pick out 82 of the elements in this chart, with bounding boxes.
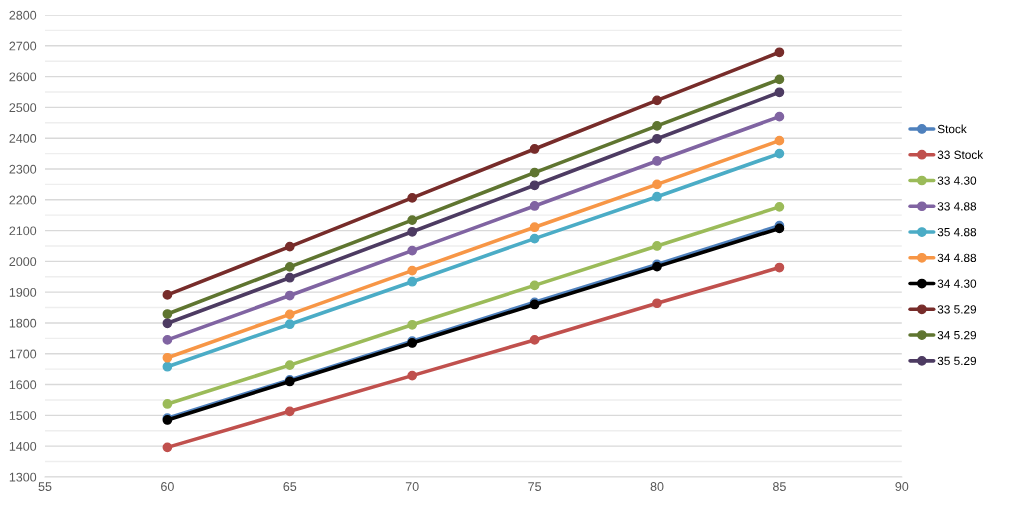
legend-label: 34 5.29: [937, 330, 977, 340]
point: [529, 335, 540, 345]
y-tick-label: 2300: [9, 164, 37, 174]
point: [529, 222, 540, 233]
y-tick-label: 2000: [9, 257, 37, 267]
point: [529, 167, 540, 178]
legend-label: 33 4.30: [937, 176, 977, 185]
point: [407, 276, 418, 287]
point: [652, 133, 662, 144]
x-tick-label: 55: [38, 482, 52, 491]
point: [407, 319, 418, 330]
point: [284, 241, 295, 252]
y-tick-label: 1800: [9, 318, 37, 328]
point: [652, 191, 662, 202]
point: [652, 179, 662, 190]
x-tick-label: 70: [405, 482, 419, 491]
point: [407, 265, 418, 276]
y-tick-label: 2500: [9, 103, 37, 113]
point: [284, 319, 295, 330]
point: [407, 215, 418, 225]
point: [407, 245, 418, 256]
x-tick-label: 75: [528, 482, 542, 491]
point: [162, 399, 173, 409]
legend-label: 35 4.88: [937, 227, 977, 237]
point: [162, 361, 173, 372]
point: [407, 370, 418, 381]
point: [774, 74, 785, 85]
point: [652, 298, 662, 309]
point: [529, 233, 540, 244]
point: [774, 47, 785, 58]
point: [407, 226, 418, 237]
y-tick-label: 2400: [9, 133, 37, 143]
point: [162, 352, 173, 363]
y-tick-label: 2600: [9, 72, 37, 82]
point: [652, 121, 662, 131]
point: [652, 156, 662, 166]
point: [284, 360, 295, 371]
y-tick-label: 1900: [9, 287, 37, 297]
point: [774, 111, 785, 122]
point: [284, 272, 295, 283]
y-tick-label: 1700: [9, 349, 37, 359]
point: [162, 335, 173, 345]
y-tick-label: 1400: [9, 441, 37, 451]
point: [284, 309, 295, 320]
point: [529, 180, 540, 191]
legend-label: 33 Stock: [937, 150, 984, 159]
y-tick-label: 2700: [9, 41, 37, 51]
point: [652, 95, 662, 106]
y-tick-label: 1600: [9, 380, 37, 390]
point: [162, 309, 173, 319]
x-tick-label: 60: [161, 482, 174, 491]
point: [774, 148, 785, 159]
point: [652, 241, 662, 251]
point: [407, 193, 418, 203]
point: [529, 280, 540, 291]
point: [162, 318, 173, 329]
y-tick-label: 2200: [9, 195, 37, 205]
y-tick-label: 1500: [9, 411, 37, 420]
legend-label: 33 5.29: [937, 305, 977, 314]
point: [162, 290, 173, 300]
x-tick-label: 90: [895, 482, 909, 491]
point: [774, 262, 785, 273]
y-tick-label: 2800: [9, 10, 37, 20]
point: [774, 87, 785, 98]
y-tick-label: 2100: [9, 226, 37, 236]
x-tick-label: 80: [650, 482, 664, 491]
legend-label: 33 4.88: [937, 202, 977, 211]
point: [529, 201, 540, 211]
point: [774, 202, 785, 212]
point: [529, 144, 540, 154]
legend-label: 34 4.88: [937, 253, 977, 263]
point: [284, 290, 295, 301]
legend-label: Stock: [937, 124, 967, 134]
legend-label: 34 4.30: [937, 279, 977, 288]
legend-label: 35 5.29: [937, 356, 977, 366]
y-tick-label: 1300: [9, 472, 37, 482]
x-tick-label: 85: [773, 482, 786, 491]
point: [284, 262, 295, 272]
point: [284, 406, 295, 417]
point: [162, 442, 173, 453]
x-tick-label: 65: [283, 482, 297, 491]
point: [774, 135, 785, 146]
